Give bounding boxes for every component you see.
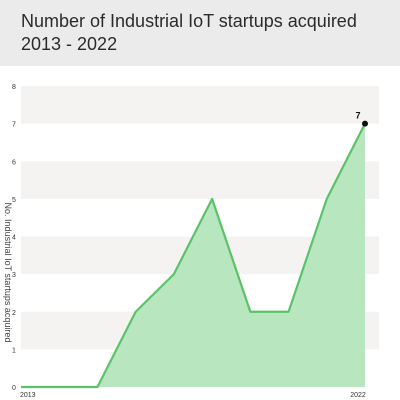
y-tick-label: 6 — [12, 159, 16, 166]
x-tick-label: 2013 — [20, 392, 36, 399]
grid-band — [21, 161, 379, 199]
area-fill — [21, 123, 365, 387]
y-tick-label: 3 — [12, 272, 16, 279]
area-chart: 0 1 2 3 4 5 6 7 8 2013 2022 7 No. Industrial IoT … — [3, 84, 379, 399]
y-tick-label: 7 — [12, 122, 16, 129]
highlight-point — [362, 120, 368, 127]
y-tick-label: 2 — [12, 310, 16, 317]
y-tick-label: 4 — [12, 235, 16, 242]
grid-band — [21, 86, 379, 124]
chart-title-line2: 2013 - 2022 — [21, 34, 118, 54]
y-tick-label: 5 — [12, 197, 16, 204]
y-axis-ticks: 0 1 2 3 4 5 6 7 8 — [12, 84, 16, 392]
y-tick-label: 1 — [12, 347, 16, 354]
chart-title: Number of Industrial IoT startups acquir… — [21, 10, 357, 56]
highlight-data-label: 7 — [355, 111, 360, 121]
y-tick-label: 0 — [12, 385, 16, 392]
x-axis-ticks: 2013 2022 — [20, 392, 366, 399]
y-tick-label: 8 — [12, 84, 16, 91]
x-tick-label: 2022 — [350, 392, 366, 399]
y-axis-label: No. Industrial IoT startups acquired — [3, 203, 13, 343]
series-line — [21, 123, 366, 389]
chart-title-line1: Number of Industrial IoT startups acquir… — [21, 11, 357, 31]
chart-header: Number of Industrial IoT startups acquir… — [0, 0, 400, 66]
